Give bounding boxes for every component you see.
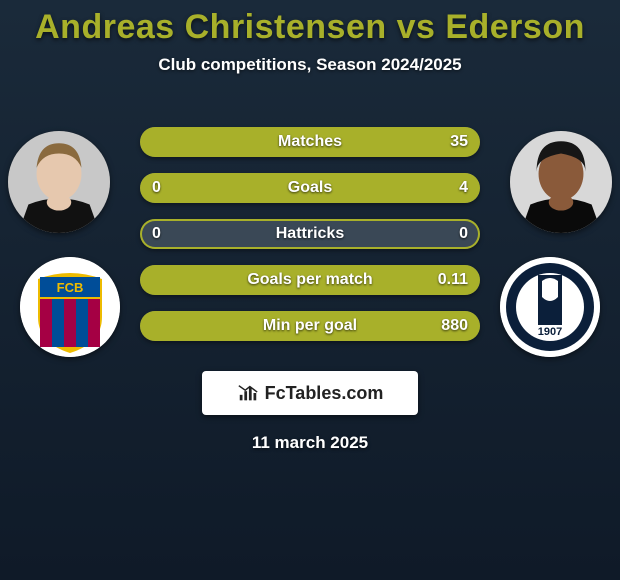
club-right-figure xyxy=(542,278,558,301)
svg-text:FCB: FCB xyxy=(57,280,84,295)
svg-text:1907: 1907 xyxy=(538,326,562,338)
stat-bars: Matches350Goals40Hattricks0Goals per mat… xyxy=(140,127,480,357)
player-right-avatar-svg xyxy=(510,131,612,233)
stat-value-right: 35 xyxy=(420,133,480,151)
stat-row: Goals per match0.11 xyxy=(140,265,480,295)
stat-value-right: 880 xyxy=(420,317,480,335)
stat-value-right: 0 xyxy=(420,225,480,243)
stats-area: FCB 1907 Matches350Goals40Hattricks0Goal… xyxy=(0,105,620,355)
stat-value-right: 4 xyxy=(420,179,480,197)
club-right-crest: 1907 xyxy=(500,257,600,357)
subtitle: Club competitions, Season 2024/2025 xyxy=(0,55,620,75)
stat-label: Goals xyxy=(200,179,420,197)
club-right-crest-svg: 1907 xyxy=(500,257,600,357)
page-title: Andreas Christensen vs Ederson xyxy=(0,8,620,47)
footer-date: 11 march 2025 xyxy=(0,433,620,453)
stat-value-left: 0 xyxy=(140,225,200,243)
stat-row: 0Hattricks0 xyxy=(140,219,480,249)
player-left-avatar xyxy=(8,131,110,233)
stat-label: Goals per match xyxy=(200,271,420,289)
brand-badge: FcTables.com xyxy=(202,371,418,415)
brand-text: FcTables.com xyxy=(265,383,384,404)
stat-value-right: 0.11 xyxy=(420,271,480,289)
stat-row: Matches35 xyxy=(140,127,480,157)
club-left-crest-svg: FCB xyxy=(20,257,120,357)
stat-label: Matches xyxy=(200,133,420,151)
player-left-avatar-svg xyxy=(8,131,110,233)
stat-row: 0Goals4 xyxy=(140,173,480,203)
bar-chart-icon xyxy=(237,382,259,404)
stat-label: Hattricks xyxy=(200,225,420,243)
comparison-card: Andreas Christensen vs Ederson Club comp… xyxy=(0,0,620,580)
stat-value-left: 0 xyxy=(140,179,200,197)
player-right-avatar xyxy=(510,131,612,233)
stat-row: Min per goal880 xyxy=(140,311,480,341)
club-left-crest: FCB xyxy=(20,257,120,357)
stat-label: Min per goal xyxy=(200,317,420,335)
